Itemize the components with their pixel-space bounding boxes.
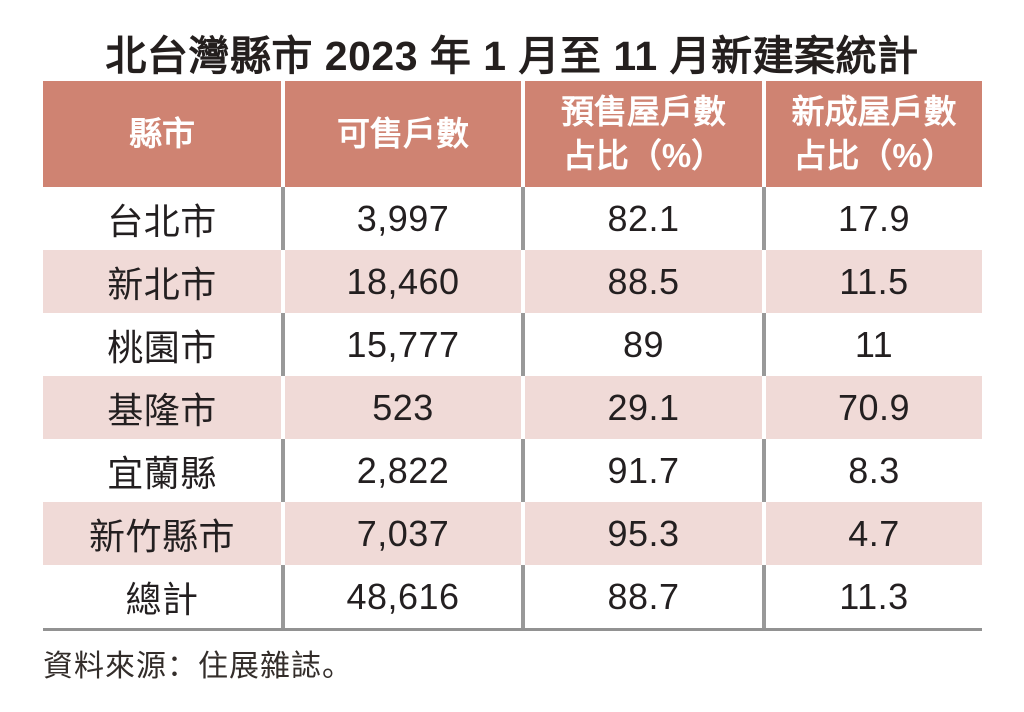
cell-presale-pct: 95.3 [521,502,762,565]
header-line: 可售戶數 [337,115,469,153]
cell-newhome-pct: 11.5 [762,250,982,313]
cell-sellable: 3,997 [281,187,521,250]
header-line: 新成屋戶數 [791,93,957,131]
cell-sellable: 2,822 [281,439,521,502]
stats-table: 縣市 可售戶數 預售屋戶數 占比（%） 新成屋戶數 占比（%） 台北市 3,99… [43,81,982,631]
cell-newhome-pct: 17.9 [762,187,982,250]
cell-newhome-pct: 70.9 [762,376,982,439]
cell-presale-pct: 91.7 [521,439,762,502]
table-row-total: 總計 48,616 88.7 11.3 [43,565,982,628]
table-row-yilan: 宜蘭縣 2,822 91.7 8.3 [43,439,982,502]
table-header-row: 縣市 可售戶數 預售屋戶數 占比（%） 新成屋戶數 占比（%） [43,81,982,187]
cell-county: 總計 [125,578,199,620]
column-header-newhome-pct: 新成屋戶數 占比（%） [762,81,982,187]
table-row-hsinchu: 新竹縣市 7,037 95.3 4.7 [43,502,982,565]
cell-sellable: 18,460 [281,250,521,313]
cell-county: 新北市 [107,263,217,305]
column-header-presale-pct: 預售屋戶數 占比（%） [521,81,762,187]
cell-county: 台北市 [107,200,217,242]
column-header-sellable-units: 可售戶數 [281,81,521,187]
table-row-newtaipei: 新北市 18,460 88.5 11.5 [43,250,982,313]
table-row-taipei: 台北市 3,997 82.1 17.9 [43,187,982,250]
cell-sellable: 7,037 [281,502,521,565]
cell-presale-pct: 82.1 [521,187,762,250]
cell-presale-pct: 88.5 [521,250,762,313]
cell-sellable: 523 [281,376,521,439]
header-line: 占比（%） [562,137,725,174]
cell-sellable: 15,777 [281,313,521,376]
header-line: 預售屋戶數 [561,93,726,131]
cell-sellable: 48,616 [281,565,521,628]
cell-newhome-pct: 11.3 [762,565,982,628]
cell-newhome-pct: 4.7 [762,502,982,565]
cell-presale-pct: 29.1 [521,376,762,439]
cell-newhome-pct: 11 [762,313,982,376]
cell-newhome-pct: 8.3 [762,439,982,502]
cell-county: 基隆市 [107,389,217,431]
table-row-keelung: 基隆市 523 29.1 70.9 [43,376,982,439]
page-title: 北台灣縣市 2023 年 1 月至 11 月新建案統計 [105,33,919,79]
cell-presale-pct: 89 [521,313,762,376]
cell-county: 宜蘭縣 [107,452,217,494]
cell-county: 新竹縣市 [88,515,235,557]
header-line: 占比（%） [793,137,955,174]
cell-presale-pct: 88.7 [521,565,762,628]
source-note: 資料來源：住展雜誌。 [43,650,353,683]
column-header-county: 縣市 [43,81,281,187]
cell-county: 桃園市 [107,326,217,368]
table-bottom-rule [43,628,982,631]
table-row-taoyuan: 桃園市 15,777 89 11 [43,313,982,376]
header-line: 縣市 [129,115,195,153]
